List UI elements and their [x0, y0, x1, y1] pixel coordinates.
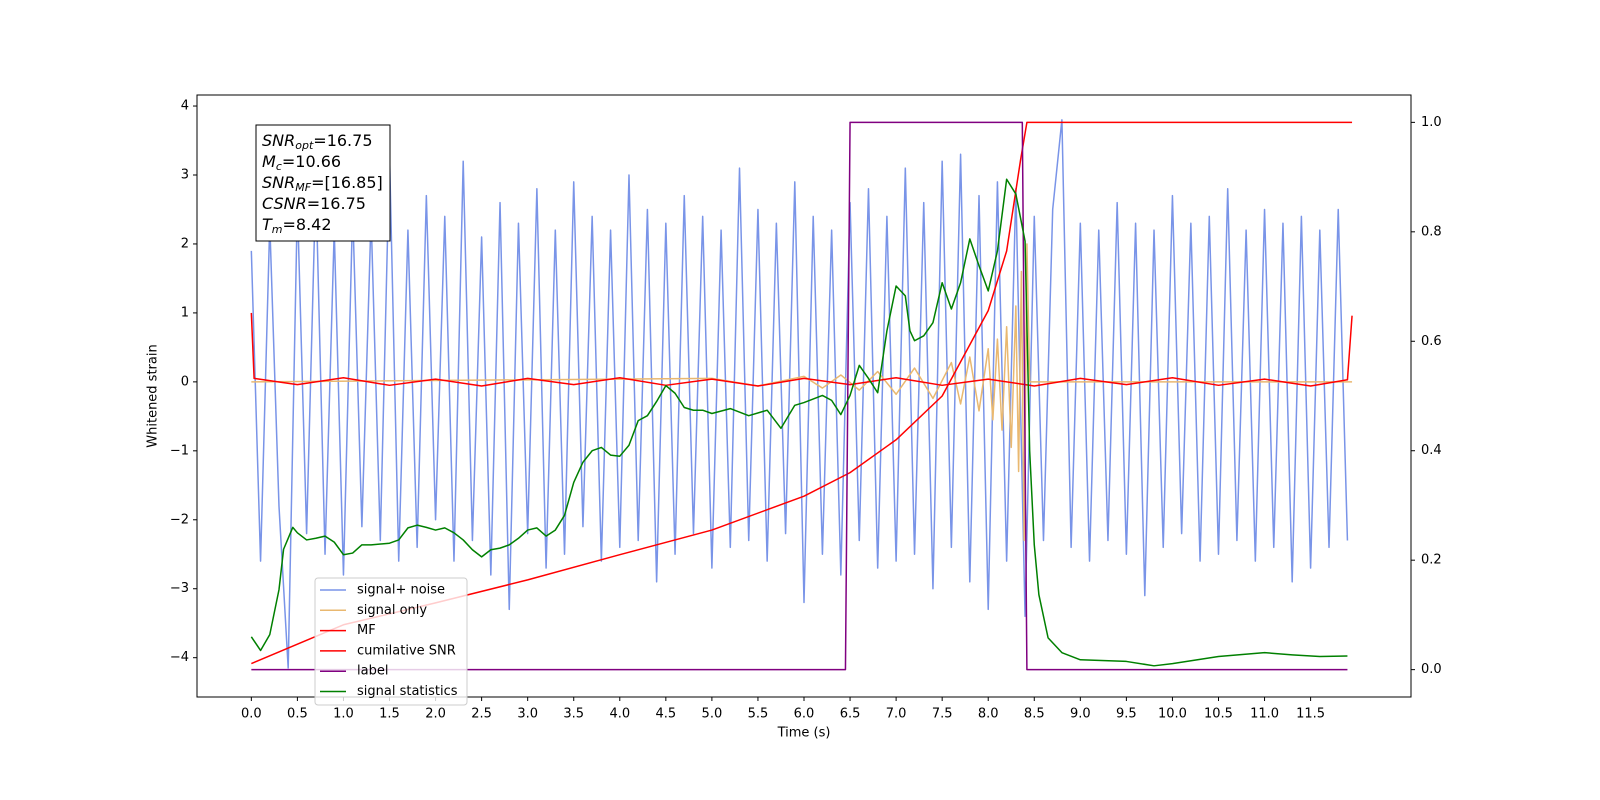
y-tick-label: 0: [181, 374, 189, 389]
y-tick-label: −3: [170, 581, 189, 596]
annotation: CSNR=16.75: [262, 194, 366, 213]
x-tick-label: 10.0: [1158, 707, 1187, 722]
series-line: [250, 178, 1348, 667]
x-tick-label: 1.5: [379, 707, 400, 722]
legend-label: cumilative SNR: [357, 643, 456, 658]
annotation-subscript: MF: [295, 181, 311, 194]
annotation-value: =16.75: [313, 131, 372, 150]
y-tick-label: −2: [170, 512, 189, 527]
annotation-value: =[16.85]: [311, 173, 383, 192]
x-axis-label: Time (s): [777, 726, 831, 741]
y-tick-label: 1: [181, 305, 189, 320]
x-tick-label: 7.5: [932, 707, 953, 722]
y2-tick-label: 0.0: [1421, 662, 1442, 677]
x-tick-label: 5.0: [702, 707, 723, 722]
x-tick-label: 0.0: [241, 707, 262, 722]
annotation: SNRMF=[16.85]: [262, 173, 383, 195]
x-tick-label: 6.5: [840, 707, 861, 722]
x-tick-label: 10.5: [1204, 707, 1233, 722]
series-line: [251, 121, 1348, 671]
x-tick-label: 2.0: [425, 707, 446, 722]
y2-tick-label: 1.0: [1421, 115, 1442, 130]
legend-label: label: [357, 664, 388, 679]
x-tick-label: 4.0: [609, 707, 630, 722]
legend-label: signal only: [357, 603, 427, 618]
x-tick-label: 7.0: [886, 707, 907, 722]
annotation-value: =10.66: [282, 152, 341, 171]
x-tick-label: 9.5: [1116, 707, 1137, 722]
legend: signal+ noise signal only MF cumilative SNR…: [314, 577, 468, 706]
legend-label: signal+ noise: [357, 583, 445, 598]
annotation-frame: [255, 124, 391, 242]
annotation: Tm=8.42: [262, 215, 332, 237]
y-tick-label: 3: [181, 167, 189, 182]
annotation-subscript: m: [272, 223, 283, 236]
y2-tick-label: 0.2: [1421, 553, 1442, 568]
x-tick-label: 0.5: [287, 707, 308, 722]
x-tick-label: 3.0: [517, 707, 538, 722]
x-tick-label: 8.5: [1024, 707, 1045, 722]
x-tick-label: 8.0: [978, 707, 999, 722]
annotation-subscript: c: [276, 160, 282, 173]
y2-tick-label: 0.8: [1421, 224, 1442, 239]
x-tick-label: 11.5: [1296, 707, 1325, 722]
x-tick-label: 3.5: [563, 707, 584, 722]
x-tick-label: 5.5: [748, 707, 769, 722]
x-tick-label: 6.0: [794, 707, 815, 722]
y2-tick-label: 0.6: [1421, 334, 1442, 349]
y2-tick-label: 0.4: [1421, 443, 1442, 458]
annotation-symbol: SNR: [262, 173, 295, 192]
y-tick-label: −1: [170, 443, 189, 458]
annotation-symbol: SNR: [262, 131, 295, 150]
y-axis-label: Whitened strain: [146, 344, 161, 447]
y-tick-label: −4: [170, 650, 189, 665]
annotation-value: =8.42: [283, 215, 332, 234]
legend-label: signal statistics: [357, 684, 458, 699]
y-tick-label: 2: [181, 236, 189, 251]
legend-frame: [314, 577, 468, 706]
x-tick-label: 1.0: [333, 707, 354, 722]
x-tick-label: 9.0: [1070, 707, 1091, 722]
annotation-symbol: CSNR: [262, 194, 307, 213]
annotation-subscript: opt: [295, 139, 314, 152]
annotation-symbol: T: [262, 215, 273, 234]
x-tick-label: 2.5: [471, 707, 492, 722]
annotation: SNRopt=16.75: [262, 131, 373, 153]
series-line: [250, 119, 1349, 669]
annotation-box: SNRopt=16.75Mc=10.66SNRMF=[16.85]CSNR=16…: [255, 124, 391, 242]
x-tick-label: 4.5: [655, 707, 676, 722]
series-line: [250, 312, 1353, 387]
y-tick-label: 4: [181, 99, 189, 114]
legend-label: MF: [357, 623, 376, 638]
annotation-symbol: M: [262, 152, 276, 171]
annotation: Mc=10.66: [262, 152, 341, 174]
annotation-value: =16.75: [307, 194, 366, 213]
x-tick-label: 11.0: [1250, 707, 1279, 722]
